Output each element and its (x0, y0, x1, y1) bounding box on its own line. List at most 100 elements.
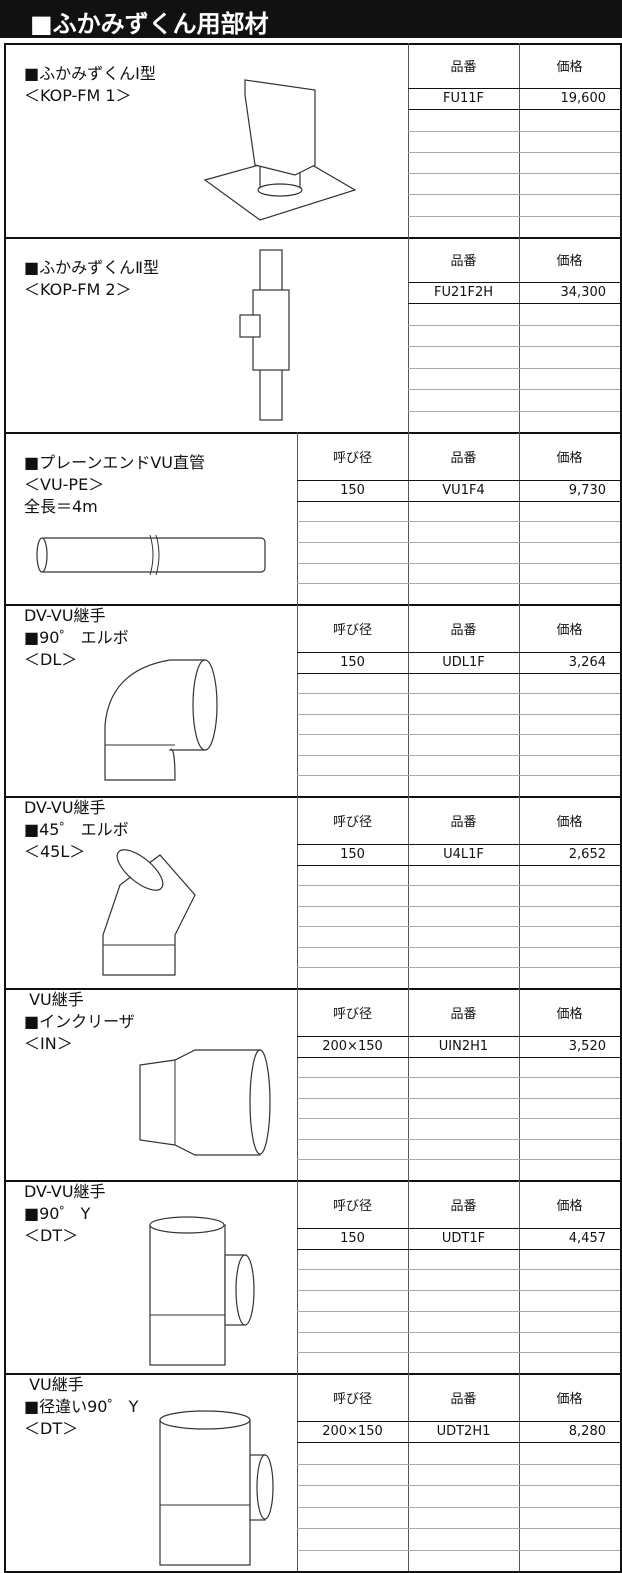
column-divider (297, 796, 298, 988)
row-rule (408, 130, 620, 132)
row-rule (297, 754, 620, 756)
header-rule (408, 282, 620, 283)
column-header: 呼び径 (332, 814, 372, 830)
row-rule (297, 693, 620, 695)
table-cell: 3,264 (568, 654, 606, 670)
product-text: ＜KOP-FM 2＞ (24, 280, 132, 299)
row-rule (297, 713, 620, 715)
column-header: 呼び径 (332, 450, 372, 466)
header-bar: ■ふかみずくん用部材 (0, 0, 622, 38)
column-header: 品番 (450, 1006, 477, 1022)
column-header: 呼び径 (332, 1198, 372, 1214)
column-divider (408, 43, 409, 237)
product-text: ＜DL＞ (24, 650, 78, 669)
column-divider (408, 604, 409, 796)
column-header: 品番 (450, 60, 477, 75)
table-cell: 8,280 (568, 1424, 606, 1440)
table-cell: 2,652 (568, 846, 606, 862)
product-text: VU継手 (24, 1375, 84, 1394)
illustration (203, 79, 357, 221)
row-rule (408, 173, 620, 175)
table-cell: U4L1F (443, 846, 484, 862)
row-rule (297, 1549, 620, 1551)
table-cell: 150 (340, 846, 365, 862)
table-cell: UDT2H1 (436, 1424, 491, 1440)
column-divider (519, 1180, 520, 1373)
column-divider (408, 237, 409, 432)
table-cell: 200×150 (322, 1424, 383, 1440)
table-cell: UDT1F (441, 1230, 486, 1246)
row-rule (297, 1352, 620, 1354)
column-divider (408, 1180, 409, 1373)
header-rule (297, 1421, 620, 1422)
column-divider (408, 796, 409, 988)
product-text: ■プレーンエンドVU直管 (24, 453, 205, 472)
row-rule (297, 583, 620, 585)
column-header: 価格 (556, 254, 583, 269)
row-rule (297, 1159, 620, 1161)
illustration (102, 849, 196, 976)
row-rule (297, 734, 620, 736)
row-rule (297, 1463, 620, 1465)
row-rule (297, 864, 620, 866)
column-divider (297, 604, 298, 796)
row-rule (297, 1248, 620, 1250)
row-rule (297, 946, 620, 948)
header-rule (297, 844, 620, 845)
table-cell: 9,730 (568, 482, 606, 498)
column-header: 品番 (450, 1391, 477, 1407)
row-rule (297, 967, 620, 969)
product-text: DV-VU継手 (24, 606, 106, 625)
column-header: 品番 (450, 254, 477, 269)
product-text: ■ふかみずくんⅡ型 (24, 258, 159, 277)
illustration (36, 534, 266, 576)
table-cell: 4,457 (568, 1230, 606, 1246)
table-cell: UIN2H1 (438, 1038, 489, 1054)
column-header: 価格 (556, 622, 583, 638)
row-rule (297, 885, 620, 887)
section-frame (4, 1373, 622, 1573)
header-rule (297, 480, 620, 481)
column-divider (519, 43, 520, 237)
row-rule (408, 346, 620, 348)
header-rule (297, 1036, 620, 1037)
row-rule (408, 151, 620, 153)
row-rule (408, 109, 620, 111)
column-divider (519, 604, 520, 796)
table-cell: 150 (340, 1230, 365, 1246)
row-rule (297, 672, 620, 674)
product-text: 全長＝4m (24, 497, 98, 516)
product-text: ＜IN＞ (24, 1034, 73, 1053)
table-cell: FU11F (442, 91, 484, 107)
column-divider (408, 1373, 409, 1571)
product-text: ■45゜ エルボ (24, 820, 129, 839)
column-divider (297, 432, 298, 604)
row-rule (408, 367, 620, 369)
row-rule (297, 1331, 620, 1333)
row-rule (297, 1442, 620, 1444)
row-rule (297, 521, 620, 523)
table-cell: 3,520 (568, 1038, 606, 1054)
illustration (149, 1216, 255, 1366)
row-rule (297, 1269, 620, 1271)
column-divider (519, 796, 520, 988)
table-cell: 200×150 (322, 1038, 383, 1054)
product-text: ■ふかみずくんⅠ型 (24, 64, 156, 83)
product-text: ＜45L＞ (24, 842, 86, 861)
column-divider (297, 1180, 298, 1373)
product-text: ＜DT＞ (24, 1226, 79, 1245)
product-text: ＜VU-PE＞ (24, 475, 105, 494)
row-rule (297, 542, 620, 543)
product-text: ＜DT＞ (24, 1419, 79, 1438)
row-rule (297, 1485, 620, 1487)
header-rule (297, 652, 620, 653)
column-header: 品番 (450, 814, 477, 830)
row-rule (297, 1118, 620, 1120)
column-header: 呼び径 (332, 622, 372, 638)
table-cell: 150 (340, 482, 365, 498)
column-header: 呼び径 (332, 1006, 372, 1022)
column-header: 価格 (556, 1391, 583, 1407)
illustration (159, 1410, 274, 1566)
product-text: ■90゜ エルボ (24, 628, 129, 647)
row-rule (297, 1138, 620, 1140)
